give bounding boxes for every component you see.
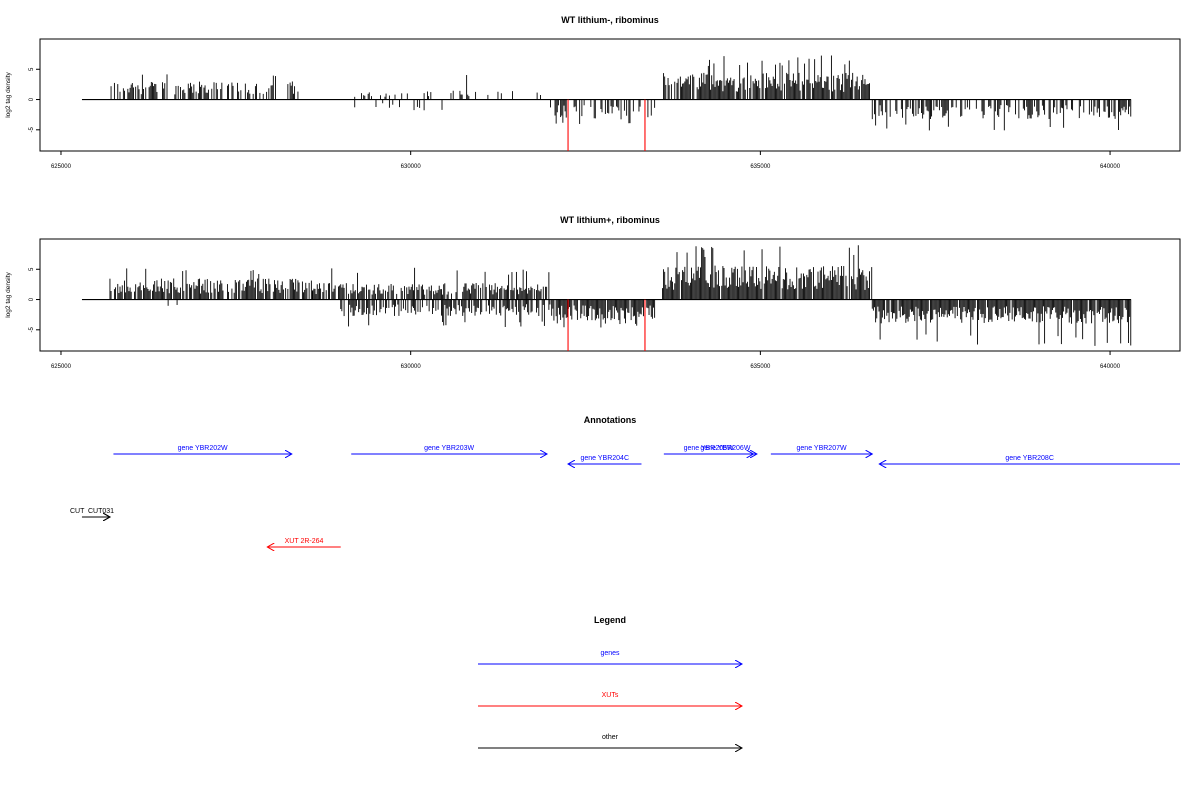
x-tick-label: 630000	[401, 364, 422, 370]
feature-arrows: gene YBR202W gene YBR203W gene YBR204C gene…	[70, 445, 1180, 547]
legend: Legend genes XUTs other	[478, 615, 742, 748]
panel-lithium-plus: WT lithium+, ribominus log2 tag density …	[5, 215, 1181, 370]
plot-frame	[39, 238, 1181, 352]
y-tick-label: 0	[29, 97, 35, 101]
feature-label: XUT 2R-264	[285, 538, 324, 545]
x-tick-label: 635000	[750, 164, 771, 170]
y-tick-label: -5	[29, 326, 35, 332]
feature-label: gene YBR204C	[580, 455, 629, 462]
x-tick-label: 640000	[1100, 164, 1121, 170]
legend-title: Legend	[594, 615, 626, 625]
x-tick-label: 625000	[51, 364, 72, 370]
x-tick-label: 640000	[1100, 364, 1121, 370]
signal-bars	[81, 55, 1132, 151]
feature-label: gene YBR206W	[700, 445, 750, 452]
legend-label: genes	[600, 650, 620, 657]
legend-label: XUTs	[602, 692, 619, 699]
x-tick-label: 630000	[401, 164, 422, 170]
y-axis-label: log2 tag density	[5, 271, 12, 317]
feature-label: gene YBR202W	[178, 445, 228, 452]
y-tick-label: -5	[29, 126, 35, 132]
annotations-track: Annotations gene YBR202W gene YBR203Wgene…	[70, 415, 1180, 547]
y-tick-label: 5	[29, 67, 35, 71]
panel-title: WT lithium+, ribominus	[560, 215, 660, 225]
axes: 5 0 -5 625000 630000 635000 640000	[29, 67, 1121, 170]
panel-title: WT lithium-, ribominus	[561, 15, 659, 25]
panel-lithium-minus: WT lithium-, ribominus log2 tag density …	[5, 15, 1181, 170]
axes: 5 0 -5 625000 630000 635000 640000	[29, 267, 1121, 370]
y-axis-label: log2 tag density	[5, 71, 12, 117]
feature-label: CUT031	[88, 508, 114, 515]
legend-items: genes XUTs other	[478, 650, 742, 748]
x-tick-label: 625000	[51, 164, 72, 170]
x-tick-label: 635000	[750, 364, 771, 370]
feature-label: CUT	[70, 508, 85, 515]
plot-frame	[39, 38, 1181, 152]
y-tick-label: 5	[29, 267, 35, 271]
feature-label: gene YBR205W	[684, 445, 734, 452]
annotations-title: Annotations	[584, 415, 637, 425]
feature-label: gene YBR203W	[424, 445, 474, 452]
feature-label: gene YBR207W	[797, 445, 847, 452]
y-tick-label: 0	[29, 297, 35, 301]
signal-bars	[81, 245, 1132, 351]
feature-label: gene YBR208C	[1005, 455, 1054, 462]
legend-label: other	[602, 734, 619, 741]
